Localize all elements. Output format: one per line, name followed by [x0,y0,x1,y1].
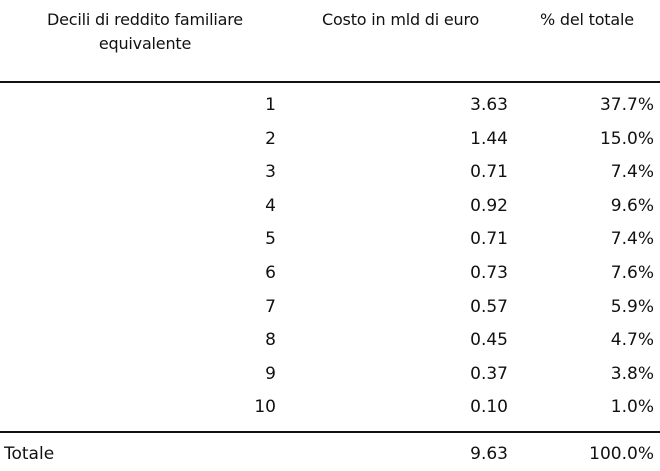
percent-cell: 5.9% [610,296,654,317]
cost-cell: 0.92 [470,195,508,216]
header-percent: % del totale [540,10,634,29]
header-decile-line1: Decili di reddito familiare [47,10,243,29]
decile-cell: 6 [265,262,276,283]
table-body: 1 3.63 37.7% 2 1.44 15.0% 3 0.71 7.4% 4 … [0,88,660,424]
decile-cell: 2 [265,128,276,149]
cost-cell: 0.71 [470,162,508,183]
cost-cell: 0.37 [470,363,508,384]
percent-cell: 7.4% [610,162,654,183]
decile-cell: 5 [265,229,276,250]
table-row: 7 0.57 5.9% [0,290,660,324]
total-row: Totale 9.63 100.0% [0,438,660,471]
decile-cell: 4 [265,195,276,216]
table-row: 4 0.92 9.6% [0,189,660,223]
decile-cell: 3 [265,162,276,183]
cost-cell: 3.63 [470,95,508,115]
decile-cell: 1 [265,95,276,115]
decile-cell: 7 [265,296,276,317]
table-row: 2 1.44 15.0% [0,122,660,156]
total-divider [0,431,660,433]
percent-cell: 4.7% [610,330,654,351]
decile-cell: 10 [254,397,276,418]
header-decile: Decili di reddito familiare equivalente [30,8,260,56]
header-divider [0,81,660,83]
percent-cell: 1.0% [610,397,654,418]
percent-cell: 3.8% [610,363,654,384]
table-row: 3 0.71 7.4% [0,155,660,189]
decile-cell: 8 [265,330,276,351]
table-row: 10 0.10 1.0% [0,390,660,424]
cost-cell: 0.10 [470,397,508,418]
header-decile-line2: equivalente [98,34,192,53]
cost-cell: 0.73 [470,262,508,283]
total-percent-cell: 100.0% [589,444,654,464]
percent-cell: 15.0% [599,128,654,149]
cost-cell: 1.44 [470,128,508,149]
cost-cell: 0.45 [470,330,508,351]
total-label: Totale [4,444,55,464]
total-cost-cell: 9.63 [470,444,508,464]
percent-cell: 9.6% [610,195,654,216]
header-cost: Costo in mld di euro [322,10,480,29]
table-row: 1 3.63 37.7% [0,88,660,122]
table-row: 6 0.73 7.6% [0,256,660,290]
percent-cell: 7.6% [610,262,654,283]
table-row: 5 0.71 7.4% [0,222,660,256]
table-row: 9 0.37 3.8% [0,357,660,391]
decile-cell: 9 [265,363,276,384]
cost-cell: 0.57 [470,296,508,317]
cost-cell: 0.71 [470,229,508,250]
percent-cell: 7.4% [610,229,654,250]
table-row: 8 0.45 4.7% [0,323,660,357]
percent-cell: 37.7% [599,95,654,115]
